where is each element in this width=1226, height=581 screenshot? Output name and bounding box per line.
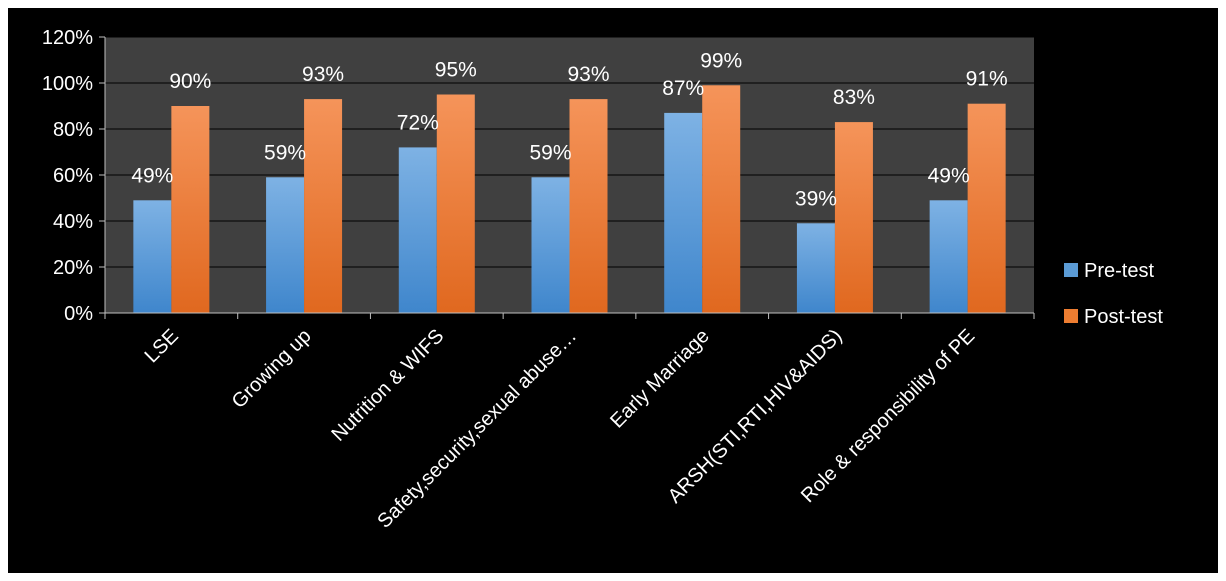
pre-test-data-label: 59% <box>529 141 571 164</box>
y-tick-label: 20% <box>53 257 93 279</box>
pre-test-bar <box>531 177 570 313</box>
post-test-data-label: 99% <box>700 49 742 72</box>
pre-test-bar <box>796 223 835 313</box>
post-test-data-label: 93% <box>302 63 344 86</box>
category-label: Nutrition & WIFS <box>327 325 448 446</box>
pre-test-data-label: 87% <box>662 77 704 100</box>
post-test-bar <box>304 99 343 313</box>
post-test-legend-swatch <box>1064 309 1078 323</box>
y-tick-label: 120% <box>42 27 93 49</box>
pre-test-bar <box>929 200 968 313</box>
pre-test-data-label: 49% <box>131 164 173 187</box>
post-test-legend-label: Post-test <box>1084 306 1163 328</box>
post-test-data-label: 90% <box>169 70 211 93</box>
y-tick-label: 40% <box>53 211 93 233</box>
bar-chart: 0% 20% 40% 60% 80% 100% 120% 49% 90% 59% 93% 72% 95… <box>42 27 1164 533</box>
post-test-bar <box>967 103 1006 313</box>
post-test-bar <box>569 99 608 313</box>
pre-test-legend-label: Pre-test <box>1084 260 1154 282</box>
x-axis: LSE Growing up Nutrition & WIFSSafety,secu… <box>104 312 1035 533</box>
post-test-data-label: 83% <box>833 86 875 109</box>
category-label: LSE <box>141 325 183 367</box>
chart-frame: 0% 20% 40% 60% 80% 100% 120% 49% 90% 59% 93% 72% 95… <box>8 8 1218 573</box>
post-test-bar <box>171 106 210 313</box>
data-labels: 49% 90% 59% 93% 72% 95% 59% 93% 87% 99% 39% 83% 49% 9… <box>131 49 1007 210</box>
y-tick-label: 60% <box>53 165 93 187</box>
y-tick-label: 100% <box>42 73 93 95</box>
pre-test-data-label: 39% <box>795 187 837 210</box>
pre-test-bar <box>266 177 305 313</box>
post-test-bar <box>436 94 475 313</box>
post-test-data-label: 95% <box>435 59 477 82</box>
category-label: Early Marriage <box>606 325 714 433</box>
pre-test-data-label: 72% <box>397 111 439 134</box>
post-test-data-label: 93% <box>567 63 609 86</box>
pre-test-data-label: 59% <box>264 141 306 164</box>
pre-test-bar <box>133 200 172 313</box>
post-test-bar <box>834 122 873 313</box>
post-test-bar <box>702 85 741 313</box>
category-label: Growing up <box>228 325 316 413</box>
y-tick-label: 0% <box>64 303 93 325</box>
pre-test-bar <box>398 147 437 313</box>
legend: Pre-test Post-test <box>1064 260 1163 328</box>
pre-test-data-label: 49% <box>928 164 970 187</box>
pre-test-legend-swatch <box>1064 263 1078 277</box>
pre-test-bar <box>664 112 703 314</box>
y-axis: 0% 20% 40% 60% 80% 100% 120% <box>42 27 106 325</box>
post-test-data-label: 91% <box>966 68 1008 91</box>
bars <box>133 85 1006 314</box>
y-tick-label: 80% <box>53 119 93 141</box>
